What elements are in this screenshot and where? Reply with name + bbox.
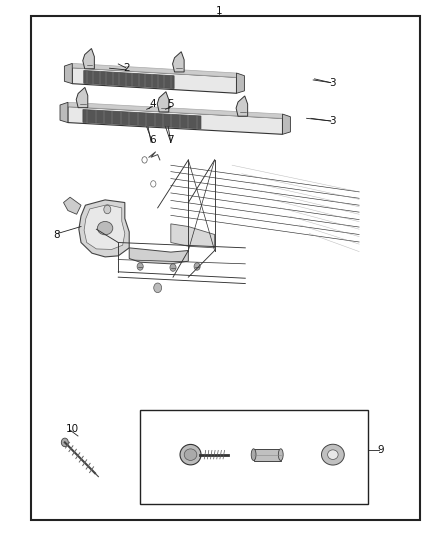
Circle shape [61,438,68,447]
Text: 9: 9 [378,446,385,455]
Polygon shape [83,49,94,69]
Polygon shape [68,102,283,118]
Text: 5: 5 [167,99,174,109]
Circle shape [154,283,162,293]
Polygon shape [83,110,201,129]
Text: 2: 2 [124,63,131,72]
Bar [140,410,368,504]
Ellipse shape [184,449,197,461]
Circle shape [104,205,111,214]
Polygon shape [237,73,244,93]
Ellipse shape [97,222,113,235]
Text: 1: 1 [215,6,223,16]
Ellipse shape [321,444,344,465]
Circle shape [170,264,176,271]
Bar [254,449,281,461]
Circle shape [137,263,143,270]
Polygon shape [68,107,283,134]
Polygon shape [129,248,188,264]
Text: 3: 3 [329,78,336,87]
Polygon shape [84,70,174,88]
Polygon shape [64,63,72,84]
Ellipse shape [180,445,201,465]
Polygon shape [84,205,125,249]
Text: 10: 10 [66,424,79,434]
Polygon shape [72,68,237,93]
Text: 3: 3 [329,116,336,126]
Text: 7: 7 [167,135,174,144]
Ellipse shape [251,449,256,461]
Polygon shape [171,224,215,248]
Text: 8: 8 [53,230,60,239]
Text: 6: 6 [149,135,156,144]
Polygon shape [79,200,129,257]
Polygon shape [72,63,237,77]
Polygon shape [173,52,184,72]
Ellipse shape [279,449,283,461]
Polygon shape [76,87,88,108]
Text: 4: 4 [149,99,156,109]
Polygon shape [283,114,290,134]
Ellipse shape [328,450,338,459]
Bar [31,16,420,520]
Polygon shape [157,92,169,112]
Polygon shape [64,197,81,214]
Polygon shape [60,102,68,123]
Circle shape [194,263,200,270]
Polygon shape [236,96,247,116]
